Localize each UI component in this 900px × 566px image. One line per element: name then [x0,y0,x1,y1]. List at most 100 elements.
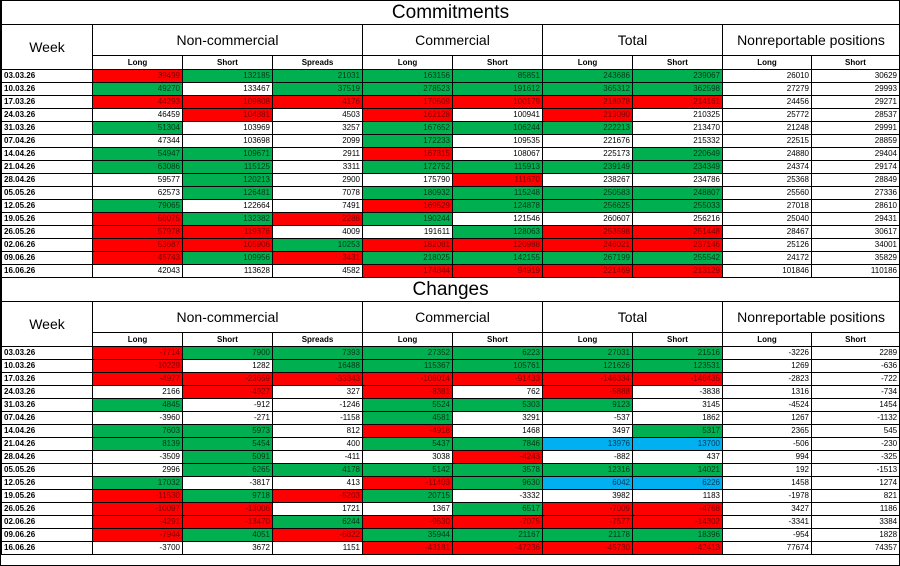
value-cell: 132185 [182,69,273,83]
value-cell: 253598 [542,225,633,239]
value-cell: -13006 [182,502,273,516]
value-cell: 34001 [811,238,900,252]
value-cell: 3578 [452,463,543,477]
week-cell: 24.03.26 [1,385,93,399]
table-row: 02.06.26 -4291 -13470 6244 -9530 -7075 -7577 -1… [1,515,900,529]
value-cell: 9718 [182,489,273,503]
value-cell: 24172 [722,251,812,265]
value-cell: 28467 [722,225,812,239]
value-cell: 13700 [632,437,723,451]
value-cell: -537 [542,411,633,425]
value-cell: 28859 [811,134,900,148]
week-cell: 17.03.26 [1,372,93,386]
value-cell: 2900 [272,173,363,187]
commitments-subheader: Long [362,55,453,70]
value-cell: -42413 [632,541,723,555]
value-cell: 21031 [272,69,363,83]
value-cell: 10253 [272,238,363,252]
value-cell: -10229 [92,359,183,373]
value-cell: 1316 [722,385,812,399]
value-cell: 79065 [92,199,183,213]
value-cell: 68075 [92,212,183,226]
week-cell: 09.06.26 [1,528,93,542]
value-cell: 101846 [722,264,812,278]
table-row: 21.04.26 63086 115125 3311 172752 115913 23914… [1,160,900,174]
value-cell: -3509 [92,450,183,464]
value-cell: 9630 [452,476,543,490]
value-cell: 6265 [182,463,273,477]
table-row: 16.06.26 42043 113628 4582 174844 94919 221469… [1,264,900,278]
value-cell: 109671 [182,147,273,161]
value-cell: 105761 [452,359,543,373]
changes-subheader: Long [362,332,453,347]
value-cell: -3226 [722,346,812,360]
value-cell: 27018 [722,199,812,213]
value-cell: 1274 [810,476,900,490]
value-cell: 105906 [182,238,273,252]
value-cell: 175790 [362,173,453,187]
value-cell: -734 [810,385,900,399]
value-cell: 20715 [362,489,453,503]
value-cell: 49270 [92,82,183,96]
value-cell: 24880 [722,147,812,161]
table-row: 19.05.26 -11530 9718 -5203 20715 -3332 3982 118… [1,489,900,503]
table-row: 07.04.26 -3960 -271 -1158 4581 3291 -537 1862 12… [1,411,900,425]
value-cell: 27031 [542,346,633,360]
value-cell: 103698 [182,134,273,148]
value-cell: 4581 [362,411,453,425]
table-row: 17.03.26 44293 109808 4176 170509 100179 21897… [1,95,900,109]
changes-subheader: Long [542,332,633,347]
value-cell: 215332 [632,134,723,148]
value-cell: 248807 [632,186,723,200]
week-cell: 19.05.26 [1,212,93,226]
value-cell: 29431 [811,212,900,226]
value-cell: 251448 [632,225,723,239]
week-cell: 24.03.26 [1,108,93,122]
table-row: 12.05.26 79065 122664 7491 169529 124878 25662… [1,199,900,213]
value-cell: 163156 [362,69,453,83]
value-cell: 4051 [182,528,273,542]
value-cell: 4178 [272,463,363,477]
value-cell: 1186 [810,502,900,516]
table-row: 26.05.26 -10097 -13006 1721 1367 6517 -7009 -47… [1,502,900,516]
value-cell: 46459 [92,108,183,122]
value-cell: 256625 [542,199,633,213]
value-cell: 218025 [362,251,453,265]
value-cell: 365312 [542,82,633,96]
table-row: 16.06.26 -3700 3672 1151 -43181 -47236 -45730-… [1,541,900,555]
value-cell: 267199 [542,251,633,265]
table-row: 09.06.26 45743 109956 3431 218025 142155 26719… [1,251,900,265]
changes-subheader: Short [810,332,900,347]
value-cell: 14021 [632,463,723,477]
week-cell: 09.06.26 [1,251,93,265]
changes-subheader: Long [722,332,812,347]
value-cell: 2166 [92,385,183,399]
value-cell: -1513 [810,463,900,477]
commitments-group-total: Total [542,24,723,56]
value-cell: -912 [182,398,273,412]
value-cell: 182081 [362,238,453,252]
value-cell: 256216 [632,212,723,226]
value-cell: 1267 [722,411,812,425]
value-cell: 59577 [92,173,183,187]
value-cell: -14302 [632,515,723,529]
commitments-subheader: Short [632,55,723,70]
value-cell: 327 [272,385,363,399]
value-cell: 6244 [272,515,363,529]
value-cell: 3427 [722,502,812,516]
changes-table: Changes Week Non-commercial Commercial Total… [0,278,900,555]
value-cell: 234786 [632,173,723,187]
value-cell: -7577 [542,515,633,529]
value-cell: -33343 [272,372,363,386]
value-cell: 29174 [811,160,900,174]
value-cell: 121546 [452,212,543,226]
week-cell: 02.06.26 [1,238,93,252]
value-cell: 5437 [362,437,453,451]
value-cell: 28610 [811,199,900,213]
value-cell: 22515 [722,134,812,148]
value-cell: 1468 [452,424,543,438]
value-cell: 30629 [811,69,900,83]
value-cell: -2823 [722,372,812,386]
value-cell: -411 [272,450,363,464]
value-cell: 103969 [182,121,273,135]
